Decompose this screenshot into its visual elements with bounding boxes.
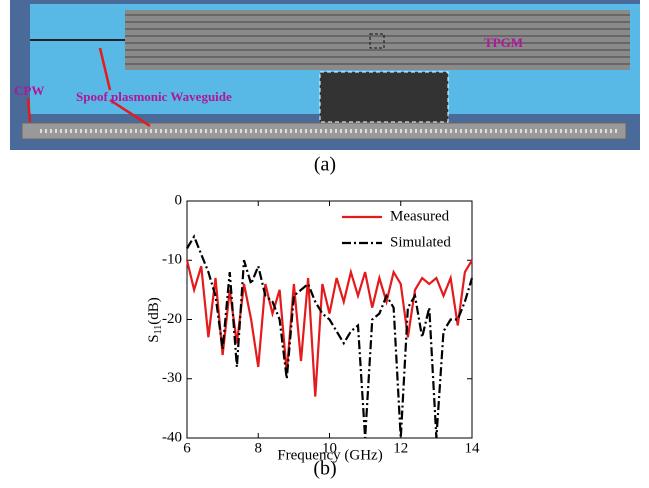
- caption: (a): [314, 154, 336, 176]
- photo-label: CPW: [14, 83, 44, 98]
- inset: [319, 71, 449, 123]
- y-tick-label: -10: [162, 252, 182, 268]
- zoom-box: [369, 33, 385, 49]
- x-tick-label: 12: [393, 440, 408, 456]
- y-label-part: S: [146, 334, 162, 342]
- x-tick-label: 14: [465, 440, 481, 456]
- waveguide: [21, 122, 627, 140]
- photo: TPGM CPW Spoof plasmonic Waveguide: [10, 0, 640, 150]
- x-tick-label: 10: [322, 440, 337, 456]
- y-axis-label: S11(dB): [146, 297, 164, 342]
- y-tick-label: 0: [175, 192, 183, 208]
- arrow: [98, 47, 112, 91]
- x-tick-label: 6: [183, 440, 191, 456]
- grating-lines: [125, 14, 630, 65]
- grating: [125, 10, 630, 70]
- y-tick-label: -40: [162, 429, 182, 445]
- photo-label: Spoof plasmonic Waveguide: [76, 89, 232, 104]
- legend-label: Measured: [390, 208, 450, 224]
- y-tick-label: -20: [162, 311, 182, 327]
- x-axis-label: Frequency (GHz): [277, 447, 382, 463]
- arrow: [26, 97, 32, 123]
- y-tick-label: -30: [162, 370, 182, 386]
- data-line: [186, 234, 474, 439]
- y-label-part: (dB): [146, 297, 162, 325]
- arrow: [109, 98, 151, 128]
- y-label-part: 11: [153, 325, 164, 335]
- legend-label: Simulated: [390, 234, 451, 250]
- photo-label: TPGM: [484, 35, 523, 50]
- x-tick-label: 8: [255, 440, 263, 456]
- caption: (b): [313, 458, 336, 480]
